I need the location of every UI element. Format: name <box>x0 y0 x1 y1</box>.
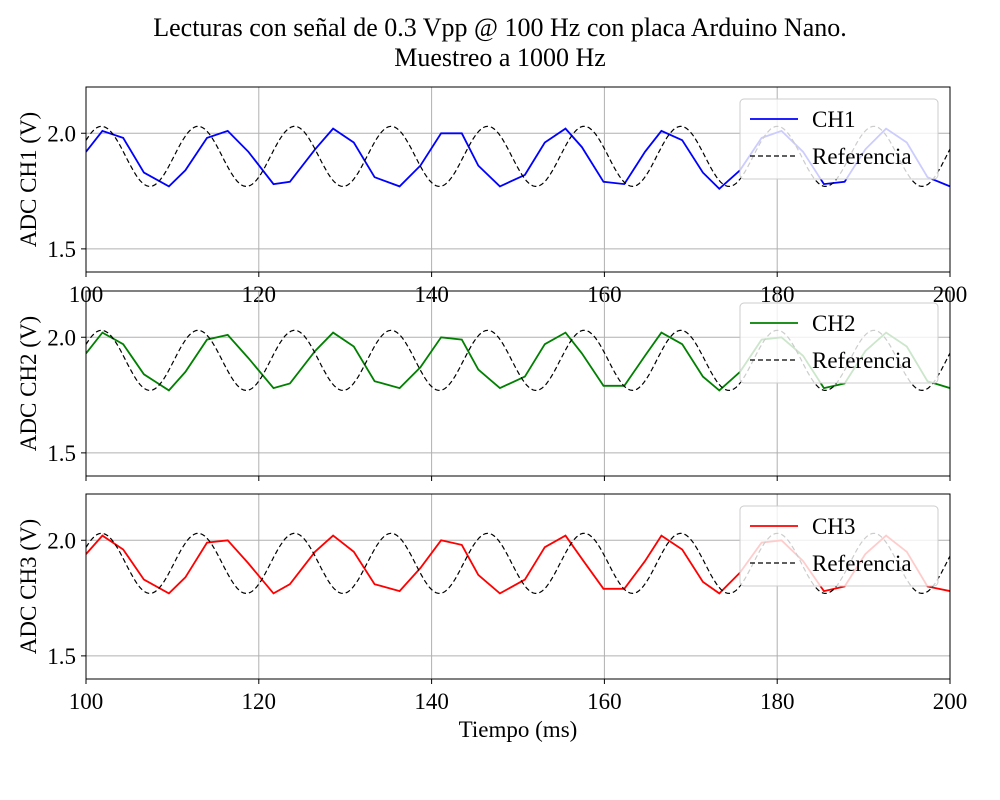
y-tick-label: 1.5 <box>47 237 76 262</box>
legend: CH1 Referencia <box>739 98 939 180</box>
legend-label: CH3 <box>812 514 855 539</box>
series-line-reference <box>86 125 950 188</box>
y-axis-label: ADC CH2 (V) <box>16 316 41 451</box>
x-axis-label: Tiempo (ms) <box>459 717 578 742</box>
y-axis-label: ADC CH1 (V) <box>16 112 41 247</box>
y-tick-label: 1.5 <box>47 441 76 466</box>
series-line-reference <box>86 329 950 392</box>
chart-title-line1: Lecturas con señal de 0.3 Vpp @ 100 Hz c… <box>153 13 847 42</box>
legend: CH3 Referencia <box>739 505 939 587</box>
x-tick-label: 200 <box>933 689 968 714</box>
legend: CH2 Referencia <box>739 302 939 384</box>
axes-frame <box>85 493 951 680</box>
chart-title-line2: Muestreo a 1000 Hz <box>394 43 606 72</box>
axes-frame <box>85 86 951 273</box>
y-axis-label: ADC CH3 (V) <box>16 519 41 654</box>
x-tick-label: 180 <box>760 689 795 714</box>
axes-frame <box>85 290 951 477</box>
y-tick-label: 2.0 <box>47 121 76 146</box>
legend-label: CH2 <box>812 311 855 336</box>
legend-label: Referencia <box>812 551 912 576</box>
y-tick-label: 2.0 <box>47 528 76 553</box>
x-tick-label: 100 <box>69 689 104 714</box>
y-tick-label: 2.0 <box>47 325 76 350</box>
x-tick-label: 120 <box>242 689 277 714</box>
legend-label: CH1 <box>812 107 855 132</box>
y-tick-label: 1.5 <box>47 644 76 669</box>
series-line-reference <box>86 532 950 595</box>
x-tick-label: 160 <box>587 689 622 714</box>
legend-label: Referencia <box>812 144 912 169</box>
x-tick-label: 140 <box>414 689 449 714</box>
legend-label: Referencia <box>812 348 912 373</box>
